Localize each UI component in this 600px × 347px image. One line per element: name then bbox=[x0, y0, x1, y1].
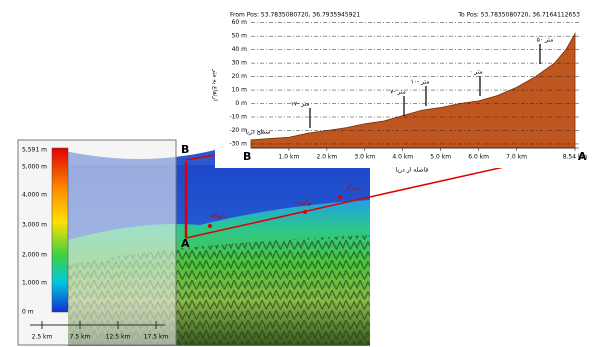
y-tick-label: 40 m bbox=[232, 46, 248, 53]
colorbar-label: 4,000 m bbox=[22, 192, 47, 199]
annotation: ۰ متر bbox=[469, 69, 482, 76]
point-label: B bbox=[181, 143, 189, 156]
annotation: سطح دریا bbox=[246, 129, 271, 136]
scale-label: 12.5 km bbox=[106, 334, 131, 341]
to-label: To Pos: 53.7835080720, 36.7164112653 bbox=[457, 12, 580, 19]
place-dot bbox=[208, 224, 212, 228]
place-dot bbox=[338, 195, 342, 199]
colorbar-label: 5,591 m bbox=[22, 147, 47, 154]
y-tick-label: -30 m bbox=[229, 140, 247, 147]
scale-label: 7.5 km bbox=[70, 334, 91, 341]
y-tick-label: -10 m bbox=[229, 114, 247, 121]
scale-label: 2.5 km bbox=[32, 334, 53, 341]
place-label: نوکنده bbox=[297, 200, 313, 207]
x-tick-label: 2.0 km bbox=[316, 154, 337, 161]
x-axis-label: فاصله از دریا bbox=[396, 167, 429, 174]
colorbar-label: 1,000 m bbox=[22, 280, 47, 287]
annotation: ۵۰ متر bbox=[537, 37, 554, 44]
x-tick-label: 5.0 km bbox=[430, 154, 451, 161]
place-label: بندرگز bbox=[344, 184, 361, 192]
y-tick-label: 50 m bbox=[232, 33, 248, 40]
annotation: ۷- متر bbox=[390, 89, 406, 96]
y-tick-label: 0 m bbox=[235, 100, 247, 107]
y-tick-label: 20 m bbox=[232, 73, 248, 80]
y-tick-label: 60 m bbox=[232, 19, 248, 26]
profile-chart: From Pos: 53.7835080720, 36.7935945921 T… bbox=[212, 10, 588, 174]
colorbar-label: 2,000 m bbox=[22, 252, 47, 259]
point-label: A bbox=[181, 237, 190, 250]
x-tick-label: 7.0 km bbox=[506, 154, 527, 161]
x-tick-label: 1.0 km bbox=[279, 154, 300, 161]
y-tick-label: -20 m bbox=[229, 127, 247, 134]
colorbar-label: 0 m bbox=[22, 309, 34, 316]
colorbar-label: 3,000 m bbox=[22, 222, 47, 229]
place-label: کلوکاه bbox=[210, 213, 226, 220]
colorbar bbox=[52, 148, 68, 312]
legend-box bbox=[18, 140, 176, 345]
annotation: ۱۷- متر bbox=[291, 101, 310, 108]
y-tick-label: 30 m bbox=[232, 60, 248, 67]
start-label: B bbox=[243, 150, 251, 163]
x-tick-label: 4.0 km bbox=[392, 154, 413, 161]
y-tick-label: 10 m bbox=[232, 87, 248, 94]
legend-panel: 5,591 m 5,000 m 4,000 m 3,000 m 2,000 m 1,000… bbox=[18, 140, 176, 345]
figure: بندرگز نوکنده کلوکاه 5,591 m 5,000 m 4,000… bbox=[0, 0, 600, 347]
annotation: ۱۰- متر bbox=[411, 79, 430, 86]
x-tick-label: 6.0 km bbox=[468, 154, 489, 161]
scale-label: 17.5 km bbox=[144, 334, 169, 341]
from-label: From Pos: 53.7835080720, 36.7935945921 bbox=[230, 12, 360, 19]
colorbar-label: 5,000 m bbox=[22, 164, 47, 171]
x-tick-label: 3.0 km bbox=[354, 154, 375, 161]
x-tick-label: 8.54 km bbox=[563, 154, 588, 161]
y-axis-label: ارتفاع به متر bbox=[212, 68, 219, 101]
